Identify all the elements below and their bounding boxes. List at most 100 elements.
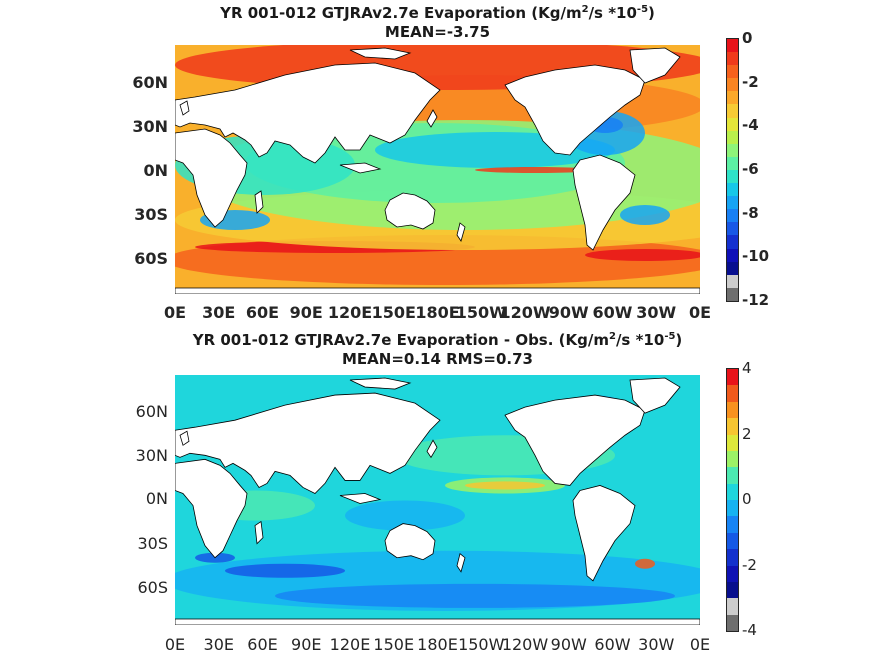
lon-tick-label: 30E: [202, 303, 236, 322]
top-map-canvas: [175, 45, 700, 294]
land-mask: [504, 64, 646, 156]
colorbar-swatch: [727, 581, 738, 599]
colorbar-swatch: [727, 156, 738, 170]
colorbar-swatch: [727, 130, 738, 144]
colorbar-tick-label: -12: [742, 291, 770, 309]
colorbar-swatch: [727, 261, 738, 275]
land-mask: [426, 109, 438, 128]
lat-tick-label: 60S: [134, 249, 168, 268]
top-colorbar: [726, 38, 739, 302]
lon-tick-label: 180E: [415, 303, 460, 322]
bottom-map: [175, 375, 700, 625]
land-mask: [339, 162, 382, 174]
bottom-map-canvas: [175, 375, 700, 625]
lat-tick-label: 30S: [137, 534, 168, 553]
colorbar-tick-label: -4: [742, 621, 757, 639]
lat-tick-label: 0N: [143, 161, 168, 180]
land-mask: [175, 62, 441, 164]
lat-tick-label: 60N: [135, 402, 168, 421]
lon-tick-label: 30W: [638, 635, 675, 654]
land-mask: [456, 222, 466, 242]
colorbar-swatch: [727, 516, 738, 533]
colorbar-swatch: [727, 196, 738, 210]
top-map-title: YR 001-012 GTJRAv2.7e Evaporation (Kg/m2…: [220, 4, 655, 22]
land-mask: [254, 520, 264, 545]
colorbar-swatch: [727, 39, 738, 53]
lon-tick-label: 30W: [636, 303, 677, 322]
land-mask: [179, 100, 190, 116]
land-mask: [179, 430, 190, 446]
colorbar-tick-label: 0: [742, 29, 753, 47]
colorbar-swatch: [727, 532, 738, 550]
lon-tick-label: 60E: [245, 303, 280, 322]
land-mask: [426, 439, 438, 459]
land-mask: [175, 392, 441, 494]
contour-band: [465, 481, 545, 490]
lon-tick-label: 180E: [417, 635, 458, 654]
contour-band: [275, 583, 675, 608]
lat-tick-label: 30N: [132, 117, 168, 136]
colorbar-swatch: [727, 91, 738, 105]
lat-tick-label: 30N: [135, 446, 168, 465]
land-mask: [572, 485, 636, 582]
land-mask: [384, 523, 436, 561]
lon-tick-label: 0E: [164, 635, 186, 654]
colorbar-tick-label: -4: [742, 116, 759, 135]
land-mask: [339, 493, 382, 504]
lon-tick-label: 150W: [455, 303, 507, 322]
land-mask: [629, 47, 681, 84]
colorbar-swatch: [727, 450, 738, 468]
colorbar-tick-label: 0: [742, 490, 752, 508]
colorbar-tick-label: -6: [742, 160, 759, 178]
land-mask: [349, 47, 412, 60]
lon-tick-label: 0E: [163, 303, 187, 322]
colorbar-swatch: [727, 418, 738, 435]
colorbar-swatch: [727, 598, 738, 615]
bottom-colorbar: [726, 368, 739, 632]
colorbar-swatch: [727, 104, 738, 118]
colorbar-swatch: [727, 483, 738, 500]
colorbar-swatch: [727, 78, 738, 92]
colorbar-swatch: [727, 65, 738, 79]
land-mask: [349, 377, 412, 390]
lon-tick-label: 90W: [548, 303, 589, 322]
lon-tick-label: 90E: [289, 303, 323, 322]
lon-tick-label: 90E: [291, 635, 322, 654]
colorbar-tick-label: -8: [742, 203, 759, 222]
top-map: [175, 45, 700, 294]
land-mask: [254, 190, 264, 214]
colorbar-swatch: [727, 169, 738, 184]
land-mask: [175, 287, 700, 294]
lon-tick-label: 120E: [327, 303, 373, 322]
landmasses: [175, 377, 700, 625]
colorbar-swatch: [727, 287, 738, 301]
colorbar-swatch: [727, 183, 738, 197]
colorbar-swatch: [727, 549, 738, 566]
colorbar-swatch: [727, 467, 738, 484]
land-mask: [175, 458, 248, 559]
contour-band: [345, 500, 465, 531]
colorbar-swatch: [727, 117, 738, 131]
contour-band: [620, 205, 670, 225]
lon-tick-label: 150E: [373, 635, 415, 654]
colorbar-swatch: [727, 385, 738, 402]
colorbar-swatch: [727, 369, 738, 386]
contour-band: [635, 558, 655, 569]
colorbar-tick-label: -2: [742, 555, 757, 574]
colorbar-swatch: [727, 434, 738, 451]
lat-tick-label: 30S: [134, 205, 168, 224]
colorbar-swatch: [727, 222, 738, 236]
land-mask: [456, 553, 466, 573]
bottom-map-title: YR 001-012 GTJRAv2.7e Evaporation - Obs.…: [192, 331, 683, 349]
colorbar-swatch: [727, 274, 738, 288]
lon-tick-label: 60W: [594, 635, 631, 654]
land-mask: [384, 192, 436, 230]
lon-tick-label: 0E: [689, 635, 711, 654]
land-mask: [504, 394, 646, 486]
colorbar-tick-label: -2: [742, 72, 759, 91]
lon-tick-label: 150E: [371, 303, 416, 322]
contour-band: [225, 563, 345, 578]
colorbar-swatch: [727, 143, 738, 157]
land-mask: [175, 618, 700, 625]
contour-band: [585, 249, 700, 261]
